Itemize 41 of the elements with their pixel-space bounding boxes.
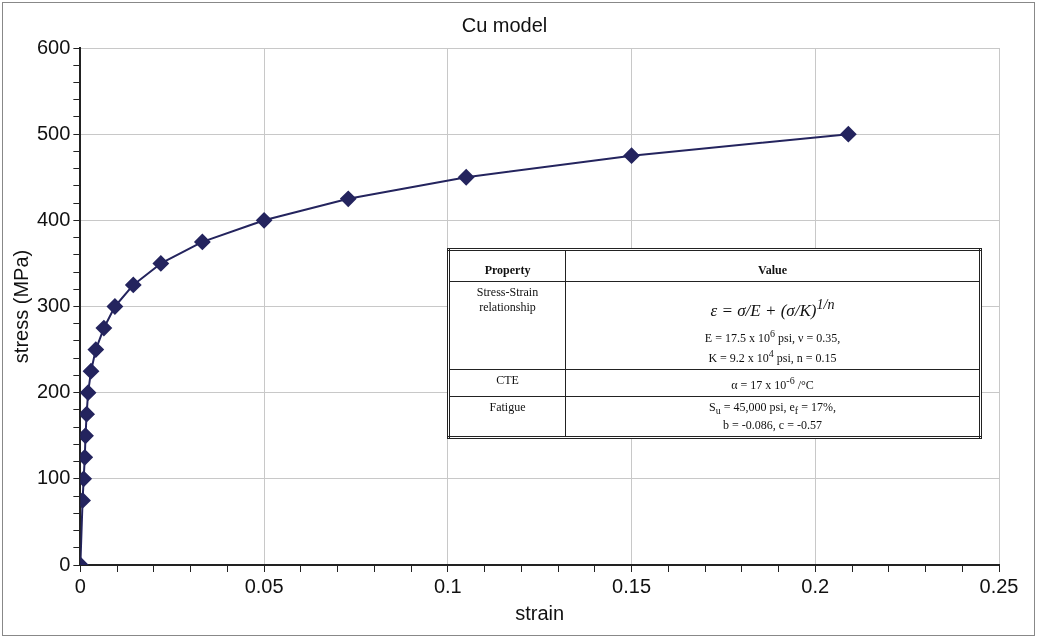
point bbox=[194, 233, 211, 250]
point bbox=[340, 190, 357, 207]
x-tick-label: 0 bbox=[74, 574, 86, 597]
y-tick-label: 400 bbox=[36, 207, 71, 230]
annotation: Value bbox=[757, 263, 788, 278]
y-tick-label: 200 bbox=[36, 380, 71, 403]
point bbox=[87, 341, 104, 358]
annotation: Property bbox=[483, 263, 532, 278]
point bbox=[840, 126, 857, 143]
y-tick-label: 300 bbox=[36, 294, 71, 317]
annotation: S$_{u}$ = 45,000 psi, e$_{f}$ = 17%, bbox=[708, 399, 837, 419]
y-tick-label: 600 bbox=[36, 35, 71, 58]
annotation: Stress-Strain relationship bbox=[475, 285, 540, 315]
annotation: α = 17 x 10$^{-6}$ /°C bbox=[730, 373, 815, 393]
point bbox=[152, 255, 169, 272]
point bbox=[83, 363, 100, 380]
annotation: b = -0.086, c = -0.57 bbox=[722, 418, 823, 434]
annotation: Fatigue bbox=[488, 399, 527, 415]
x-tick-label: 0.15 bbox=[612, 574, 652, 597]
y-tick-label: 500 bbox=[36, 121, 71, 144]
annotation: E = 17.5 x 10$^{6}$ psi, ν = 0.35, bbox=[703, 326, 842, 346]
point bbox=[125, 276, 142, 293]
chart-title: Cu model bbox=[461, 13, 548, 36]
x-tick-label: 0.25 bbox=[979, 574, 1019, 597]
x-tick-label: 0.2 bbox=[801, 574, 830, 597]
annotation: K = 9.2 x 10$^{4}$ psi, n = 0.15 bbox=[707, 346, 838, 366]
x-tick-label: 0.1 bbox=[433, 574, 462, 597]
x-axis-title: strain bbox=[515, 601, 565, 624]
annotation: CTE bbox=[495, 372, 520, 388]
x-tick-label: 0.05 bbox=[244, 574, 284, 597]
point bbox=[80, 384, 97, 401]
y-tick-label: 0 bbox=[59, 552, 71, 575]
point bbox=[623, 147, 640, 164]
annotation: ε = σ/E + (σ/K)$^{1/n}$ bbox=[709, 295, 836, 322]
point bbox=[106, 298, 123, 315]
y-tick-label: 100 bbox=[36, 466, 71, 489]
point bbox=[80, 406, 95, 423]
y-axis-title: stress (MPa) bbox=[9, 249, 32, 364]
point bbox=[458, 169, 475, 186]
point bbox=[95, 320, 112, 337]
point bbox=[256, 212, 273, 229]
